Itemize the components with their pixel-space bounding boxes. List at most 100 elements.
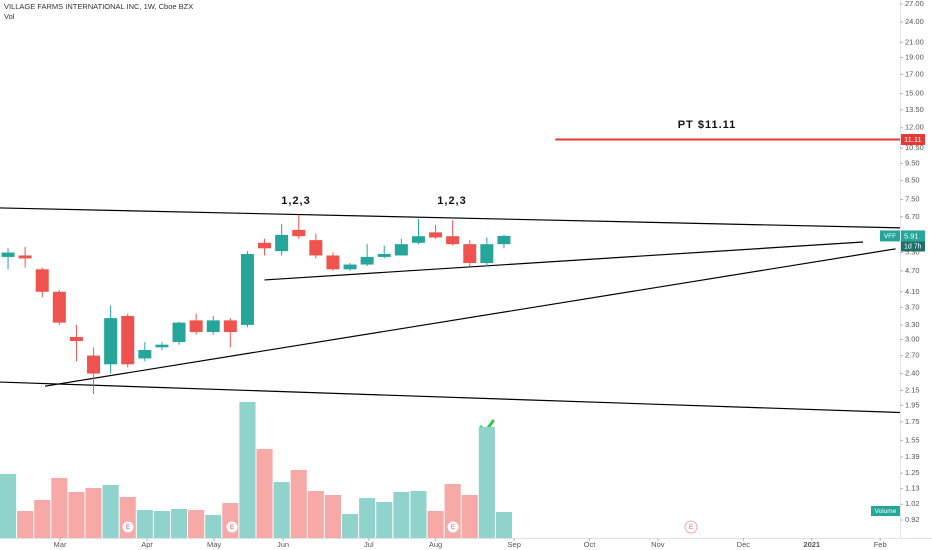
- volume-bar: [410, 491, 427, 538]
- countdown-tag: [901, 241, 925, 252]
- y-tick-label: 1.13: [905, 484, 920, 493]
- x-tick-label: Oct: [584, 540, 597, 549]
- volume-bar: [290, 470, 307, 538]
- y-tick-label: 27.00: [905, 0, 924, 8]
- y-tick-label: 4.10: [905, 287, 920, 296]
- y-tick-label: 1.39: [905, 452, 920, 461]
- volume-bar: [188, 510, 205, 538]
- countdown-label: 1d 7h: [904, 243, 922, 250]
- candle-body: [18, 255, 32, 259]
- earnings-marker: [121, 520, 135, 534]
- volume-bar: [427, 511, 444, 538]
- x-tick-label: Nov: [651, 540, 665, 549]
- volume-bar: [239, 402, 256, 538]
- candle-body: [411, 236, 425, 243]
- earnings-label: E: [451, 524, 456, 531]
- volume-bar: [393, 492, 410, 538]
- earnings-marker: [225, 520, 239, 534]
- x-tick-label: May: [207, 540, 221, 549]
- earnings-marker: [684, 520, 698, 534]
- candle-body: [360, 256, 374, 265]
- y-tick-label: 13.50: [905, 105, 924, 114]
- candle-body: [189, 320, 203, 333]
- x-tick-label: Sep: [508, 540, 521, 549]
- y-tick-label: 3.00: [905, 334, 920, 343]
- candle-body: [52, 291, 66, 323]
- symbol-label: VFF: [884, 233, 896, 240]
- volume-bar: [478, 427, 495, 538]
- volume-bar: [17, 511, 34, 538]
- candle-body: [240, 254, 254, 325]
- y-tick-label: 24.00: [905, 17, 924, 26]
- earnings-label: E: [126, 524, 131, 531]
- volume-bar: [153, 511, 170, 538]
- y-tick-label: 2.70: [905, 351, 920, 360]
- candle-body: [326, 255, 340, 270]
- candle-body: [343, 264, 357, 270]
- volume-bar: [102, 485, 119, 538]
- candle-body: [121, 315, 135, 365]
- candle-body: [69, 336, 83, 342]
- volume-bar: [85, 488, 102, 538]
- trendline: [44, 248, 896, 387]
- volume-bar: [0, 474, 17, 538]
- target-price-label: 11.11: [904, 135, 922, 144]
- trendline: [264, 241, 864, 281]
- candle-body: [275, 234, 289, 252]
- candle-body: [309, 240, 323, 256]
- x-tick-label: Apr: [141, 540, 153, 549]
- volume-bar: [136, 510, 153, 538]
- x-tick-label: Feb: [874, 540, 887, 549]
- trendline: [0, 207, 901, 229]
- volume-bar: [324, 495, 341, 538]
- earnings-marker: [446, 520, 460, 534]
- target-price-tag: [901, 134, 925, 146]
- annotation: 1,2,3: [437, 195, 466, 207]
- earnings-label: E: [230, 524, 235, 531]
- volume-tag-label: Volume: [875, 508, 897, 515]
- volume-bar: [495, 512, 513, 538]
- volume-bar: [205, 515, 222, 538]
- volume-tag: [871, 506, 900, 516]
- x-tick-label: Aug: [429, 540, 442, 549]
- y-tick-label: 19.00: [905, 53, 924, 62]
- candle-body: [223, 320, 237, 333]
- y-tick-label: 1.55: [905, 435, 920, 444]
- y-tick-label: 1.95: [905, 400, 920, 409]
- candle-body: [429, 232, 443, 238]
- candle-body: [497, 235, 511, 245]
- candle-body: [258, 242, 272, 249]
- x-tick-label: Dec: [737, 540, 751, 549]
- y-tick-label: 15.00: [905, 89, 924, 98]
- volume-bar: [341, 514, 359, 538]
- candle-body: [1, 252, 15, 257]
- candle-body: [292, 229, 306, 237]
- y-tick-label: 2.40: [905, 369, 920, 378]
- annotation: PT $11.11: [678, 119, 737, 131]
- last-price-tag: [901, 230, 925, 242]
- y-tick-label: 8.50: [905, 175, 920, 184]
- y-tick-label: 3.30: [905, 320, 920, 329]
- x-tick-label: Mar: [54, 540, 67, 549]
- candle-body: [104, 318, 118, 365]
- y-tick-label: 1.02: [905, 499, 920, 508]
- y-tick-label: 3.70: [905, 302, 920, 311]
- y-tick-label: 1.75: [905, 417, 920, 426]
- volume-bar: [170, 509, 188, 538]
- x-tick-label: Jul: [364, 540, 374, 549]
- symbol-tag: [880, 230, 900, 242]
- y-tick-label: 9.50: [905, 158, 920, 167]
- candle-body: [138, 350, 152, 359]
- volume-bar: [68, 492, 85, 538]
- candle-body: [377, 254, 391, 257]
- volume-bar: [51, 478, 68, 538]
- y-tick-label: 10.50: [905, 143, 924, 152]
- candle-body: [35, 269, 49, 292]
- trendline: [0, 381, 901, 414]
- x-tick-label: 2021: [803, 540, 820, 549]
- volume-bar: [359, 498, 376, 538]
- annotation: 1,2,3: [281, 195, 310, 207]
- chart-title: VILLAGE FARMS INTERNATIONAL INC, 1W, Cbo…: [4, 2, 193, 11]
- y-tick-label: 6.70: [905, 212, 920, 221]
